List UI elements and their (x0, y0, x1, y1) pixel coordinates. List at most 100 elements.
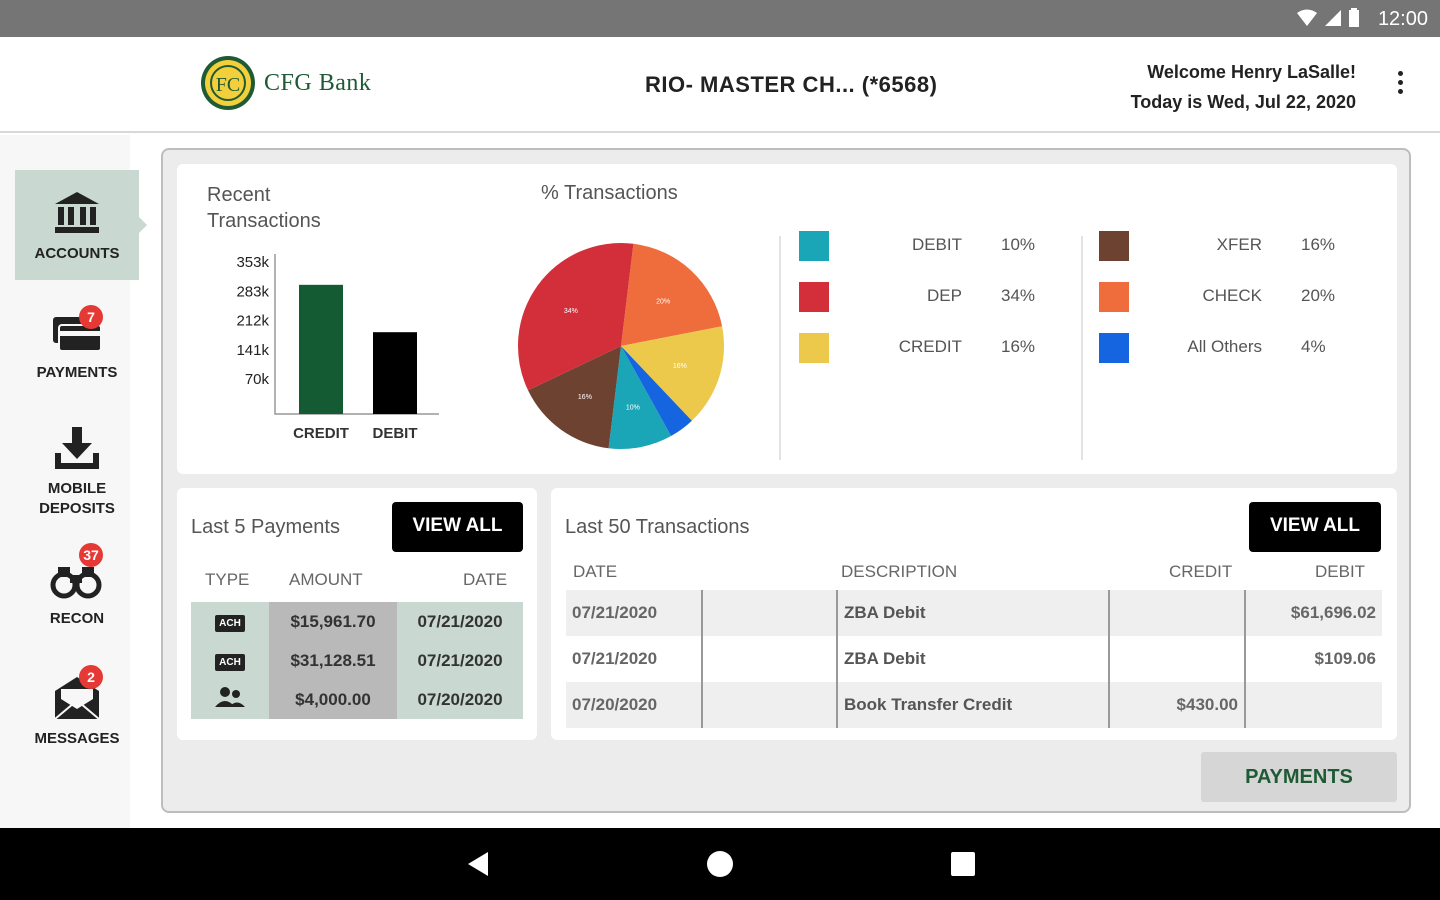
txn-date: 07/21/2020 (566, 590, 703, 636)
txn-spacer (703, 682, 838, 728)
sidebar-item-accounts[interactable]: ACCOUNTS (15, 170, 147, 280)
recon-badge: 37 (79, 543, 103, 567)
x-tick-label: DEBIT (373, 425, 418, 442)
legend-percent: 10% (1001, 235, 1036, 254)
txn-credit (1110, 590, 1246, 636)
charts-card: Recent Transactions 353k 283k 212k 141k 70k C… (177, 164, 1397, 474)
sidebar-item-messages[interactable]: 2 MESSAGES (15, 665, 139, 749)
legend-swatch (799, 282, 829, 312)
txn-spacer (703, 636, 838, 682)
sidebar-item-label: MOBILE DEPOSITS (39, 480, 115, 517)
legend-label: DEBIT (911, 235, 962, 254)
overflow-menu-icon[interactable] (1396, 71, 1404, 99)
back-icon[interactable] (466, 851, 490, 877)
legend-label: CHECK (1202, 286, 1262, 305)
pie-slice-debit (608, 346, 672, 449)
payment-date: 07/20/2020 (397, 680, 523, 719)
pie-slice-credit (621, 326, 724, 421)
payment-type-cell: ACH (191, 641, 269, 680)
sidebar-item-payments[interactable]: 7 PAYMENTS (15, 305, 139, 383)
date-text: Today is Wed, Jul 22, 2020 (1130, 92, 1356, 112)
last-payments-title: Last 5 Payments (191, 516, 340, 538)
bank-logo: FC CFG Bank (200, 55, 371, 111)
txn-spacer (703, 590, 838, 636)
col-type: TYPE (205, 570, 250, 589)
col-description: DESCRIPTION (841, 562, 958, 581)
ach-icon: ACH (215, 615, 245, 632)
sidebar-item-label: ACCOUNTS (34, 245, 120, 262)
sidebar-item-mobile-deposits[interactable]: MOBILE DEPOSITS (15, 425, 139, 519)
pie-slice-label: 20% (656, 299, 670, 306)
sidebar-item-label: RECON (49, 610, 105, 627)
txn-description: Book Transfer Credit (838, 682, 1110, 728)
android-nav-bar (0, 828, 1440, 900)
payment-date: 07/21/2020 (397, 641, 523, 680)
sidebar-item-recon[interactable]: 37 RECON (15, 543, 139, 629)
payment-row[interactable]: ACH $31,128.51 07/21/2020 (191, 641, 523, 680)
y-tick-label: 212k (236, 313, 269, 330)
title-line: Recent (207, 184, 271, 206)
pie-slice-label: 16% (673, 363, 687, 370)
recent-transactions-title: Recent Transactions (207, 182, 321, 234)
transactions-view-all-button[interactable]: VIEW ALL (1249, 502, 1381, 552)
dashboard-panel: Recent Transactions 353k 283k 212k 141k 70k C… (161, 148, 1411, 813)
payments-table: ACH $15,961.70 07/21/2020 ACH $31,128.51 07/2… (191, 602, 523, 719)
txn-date: 07/20/2020 (566, 682, 703, 728)
transaction-row[interactable]: 07/20/2020 Book Transfer Credit $430.00 (566, 682, 1382, 728)
legend-percent: 16% (1001, 337, 1036, 356)
legend-swatch (1099, 333, 1129, 363)
legend-swatch (1099, 231, 1129, 261)
battery-icon (1349, 8, 1359, 27)
messages-badge: 2 (79, 665, 103, 689)
signal-icon (1325, 10, 1341, 26)
txn-description: ZBA Debit (838, 636, 1110, 682)
payment-row[interactable]: ACH $15,961.70 07/21/2020 (191, 602, 523, 641)
payments-view-all-button[interactable]: VIEW ALL (392, 502, 523, 552)
home-icon[interactable] (706, 850, 734, 878)
payments-button[interactable]: PAYMENTS (1201, 752, 1397, 802)
sidebar: ACCOUNTS 7 PAYMENTS MOBILE DEPOSITS 37 R… (0, 135, 147, 828)
legend-percent: 34% (1001, 286, 1036, 305)
pie-slice-dep (518, 243, 634, 391)
x-tick-label: CREDIT (293, 425, 349, 442)
download-icon (55, 427, 99, 469)
legend-divider (779, 236, 781, 460)
legend-percent: 20% (1301, 286, 1336, 305)
bank-name: CFG Bank (264, 69, 372, 96)
legend-swatch (799, 333, 829, 363)
y-tick-label: 283k (236, 283, 269, 300)
payment-row[interactable]: $4,000.00 07/20/2020 (191, 680, 523, 719)
payment-type-cell: ACH (191, 602, 269, 641)
payment-amount: $31,128.51 (269, 641, 397, 680)
welcome-text: Welcome Henry LaSalle! (1147, 62, 1356, 82)
binoculars-icon (50, 567, 102, 599)
y-tick-label: 70k (245, 371, 270, 388)
account-selector[interactable]: RIO- MASTER CH... (*6568) (645, 72, 938, 97)
legend-percent: 16% (1301, 235, 1336, 254)
txn-description: ZBA Debit (838, 590, 1110, 636)
pie-slice-xfer (528, 346, 621, 449)
legend-swatch (799, 231, 829, 261)
status-bar: 12:00 (0, 0, 1440, 37)
bank-icon (55, 192, 99, 233)
active-pointer-icon (137, 215, 147, 235)
transaction-row[interactable]: 07/21/2020 ZBA Debit $109.06 (566, 636, 1382, 682)
pie-slice-label: 34% (564, 308, 578, 315)
txn-credit (1110, 636, 1246, 682)
payment-amount: $4,000.00 (269, 680, 397, 719)
bar-credit (299, 284, 343, 414)
y-tick-label: 141k (236, 342, 269, 359)
bar-chart: 353k 283k 212k 141k 70k CREDIT DEBIT (236, 254, 439, 442)
recents-icon[interactable] (950, 851, 976, 877)
txn-debit: $61,696.02 (1290, 603, 1376, 622)
pie-chart-title: % Transactions (541, 182, 678, 204)
payments-badge: 7 (79, 305, 103, 329)
sidebar-item-label: PAYMENTS (36, 364, 118, 381)
legend-label: All Others (1187, 337, 1262, 356)
sidebar-item-label: MESSAGES (34, 730, 120, 747)
title-line: Transactions (207, 210, 321, 232)
legend-label: CREDIT (898, 337, 962, 356)
col-date: DATE (573, 562, 618, 581)
transaction-row[interactable]: 07/21/2020 ZBA Debit $61,696.02 (566, 590, 1382, 636)
last-payments-card: Last 5 Payments VIEW ALL TYPE AMOUNT DAT… (177, 488, 537, 740)
